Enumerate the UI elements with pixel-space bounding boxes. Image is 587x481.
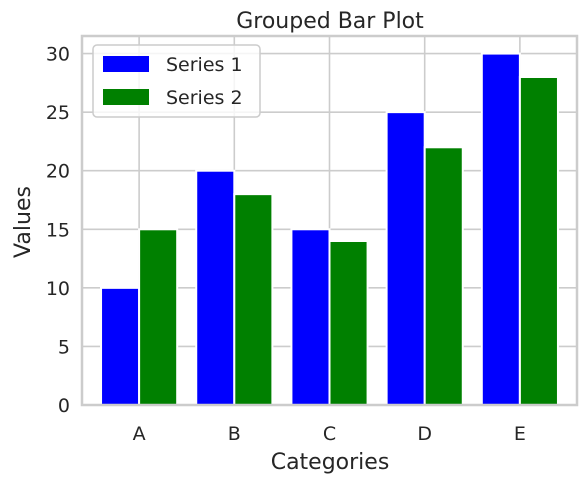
bar-series-1-a [100, 286, 141, 407]
bar-series-2-b [233, 193, 274, 406]
y-tick-label: 30 [46, 44, 70, 66]
legend: Series 1 Series 2 [92, 44, 261, 118]
bars [100, 52, 559, 407]
y-tick-label: 25 [46, 102, 70, 124]
chart-title: Grouped Bar Plot [236, 9, 424, 34]
x-tick-label: E [514, 423, 526, 445]
y-axis-label: Values [11, 186, 36, 258]
x-axis-label: Categories [271, 450, 390, 475]
legend-swatch-series-1 [103, 56, 149, 72]
bar-series-2-c [328, 240, 369, 406]
x-tick-label: C [323, 423, 336, 445]
bar-series-2-a [138, 228, 179, 406]
y-tick-label: 0 [58, 395, 70, 417]
plot-frame [80, 34, 579, 407]
y-tick-label: 15 [46, 219, 70, 241]
legend-swatch-series-2 [103, 89, 149, 105]
x-tick-label: D [417, 423, 432, 445]
y-tick-label: 5 [58, 336, 70, 358]
y-tick-label: 10 [46, 278, 70, 300]
y-tick-labels: 0 5 10 15 20 25 30 [46, 44, 70, 417]
bar-series-1-b [195, 169, 236, 406]
bar-series-2-d [423, 146, 464, 407]
x-tick-label: A [133, 423, 146, 445]
bar-series-1-d [385, 111, 426, 407]
bar-series-2-e [518, 76, 559, 406]
x-tick-label: B [228, 423, 241, 445]
legend-label-series-2: Series 2 [166, 87, 243, 109]
legend-label-series-1: Series 1 [166, 54, 243, 76]
bar-series-1-e [480, 52, 521, 406]
x-tick-labels: A B C D E [133, 423, 526, 445]
bar-series-1-c [290, 228, 331, 406]
y-tick-label: 20 [46, 161, 70, 183]
